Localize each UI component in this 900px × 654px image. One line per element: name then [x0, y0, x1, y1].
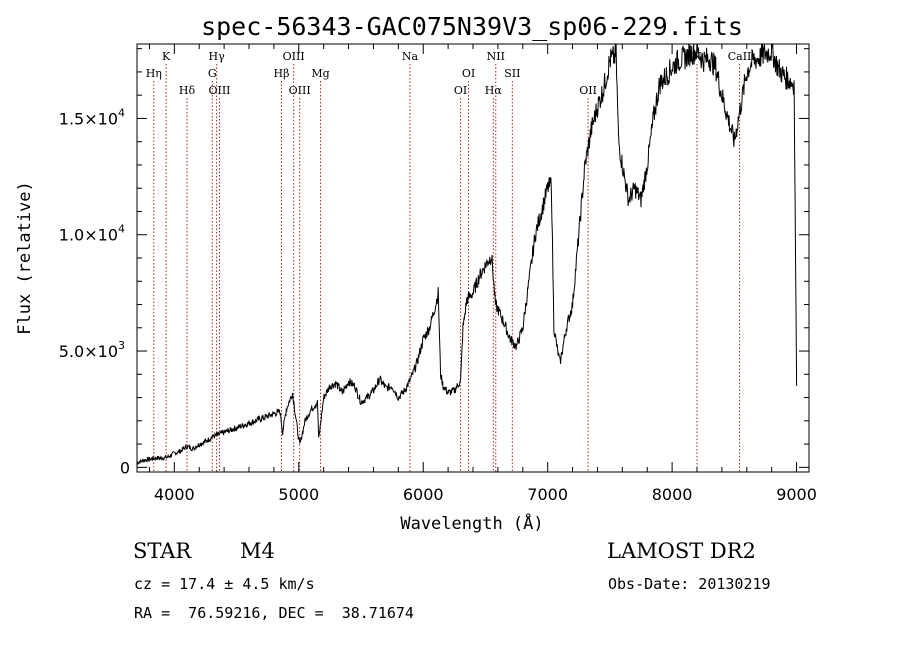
- y-tick-mantissa: 1.0×10: [59, 226, 118, 245]
- spectral-line-label: Hδ: [179, 84, 196, 97]
- spectral-line-label: Hα: [485, 84, 503, 97]
- x-tick-label: 8000: [652, 485, 693, 504]
- spectral-line-label: OI: [454, 84, 467, 97]
- spectral-line-label: OIII: [289, 84, 311, 97]
- object-subclass: M4: [240, 539, 275, 563]
- x-tick-label: 6000: [403, 485, 444, 504]
- spectral-line-label: Na: [402, 50, 419, 63]
- survey-name: LAMOST DR2: [607, 539, 756, 563]
- y-axis-label: Flux (relative): [15, 181, 35, 335]
- x-tick-label: 5000: [278, 485, 319, 504]
- y-tick-exponent: 4: [118, 106, 125, 119]
- spectral-line-label: Hγ: [209, 50, 226, 63]
- plot-frame: [136, 43, 810, 473]
- object-class: STAR: [133, 539, 192, 563]
- spectral-line-label: NII: [487, 50, 505, 63]
- y-tick-mantissa: 1.5×10: [59, 109, 118, 128]
- y-tick-exponent: 4: [118, 223, 125, 236]
- y-tick-mantissa: 5.0×10: [59, 342, 118, 361]
- spectral-line-label: OI: [462, 67, 475, 80]
- spectral-line-label: Hβ: [274, 67, 290, 80]
- obs-date: Obs-Date: 20130219: [608, 575, 771, 593]
- series-layer: [137, 44, 798, 466]
- y-tick-mantissa: 0: [120, 458, 130, 477]
- redshift-readout: cz = 17.4 ± 4.5 km/s: [134, 575, 315, 593]
- x-tick-label: 4000: [154, 485, 195, 504]
- spectral-line-label: G: [208, 67, 217, 80]
- x-tick-label: 9000: [776, 485, 817, 504]
- ticks-layer: 4000 5000 6000 7000 8000 900005.0×1031.0×1041…: [59, 44, 817, 504]
- y-tick-label: 1.5×104: [59, 106, 125, 128]
- spectral-line-label: Mg: [311, 67, 329, 80]
- spectral-line-label: Hη: [146, 67, 162, 80]
- coordinates: RA = 76.59216, DEC = 38.71674: [134, 604, 414, 622]
- spectral-line-label: SII: [504, 67, 520, 80]
- spectrum-line: [137, 44, 798, 466]
- spectral-line-label: OII: [579, 84, 597, 97]
- spectral-line-label: OIII: [208, 84, 230, 97]
- y-tick-label: 5.0×103: [59, 339, 125, 361]
- spectral-line-label: CaII: [728, 50, 752, 63]
- spectral-line-label: OIII: [283, 50, 305, 63]
- spectral-line-label: K: [162, 50, 171, 63]
- x-axis-label: Wavelength (Å): [400, 512, 543, 534]
- y-tick-exponent: 3: [118, 339, 125, 352]
- x-tick-label: 7000: [527, 485, 568, 504]
- spectral-line-label: N: [692, 50, 702, 63]
- chart-title: spec-56343-GAC075N39V3_sp06-229.fits: [201, 12, 743, 41]
- y-tick-label: 1.0×104: [59, 223, 125, 245]
- y-tick-label: 0: [120, 458, 130, 477]
- emission-lines-layer: HηKHδHγGOIIIOIIIHβOIIIMgNaOIOINIIHαSIIOI…: [146, 50, 752, 472]
